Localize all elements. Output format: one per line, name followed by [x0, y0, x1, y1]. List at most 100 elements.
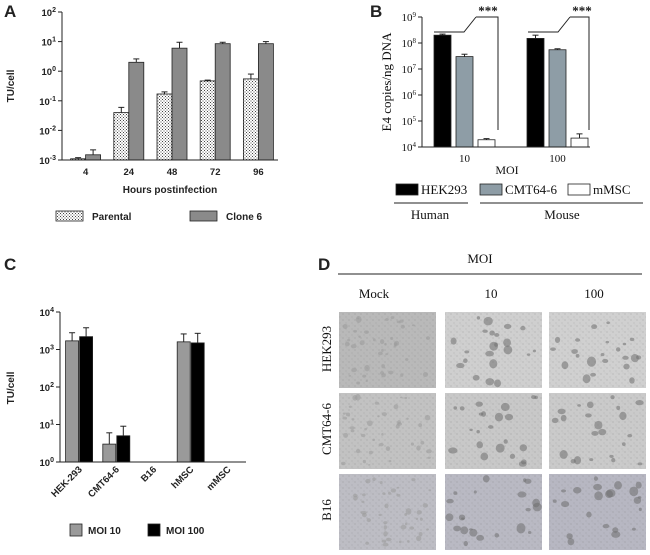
micrograph-cell [374, 401, 379, 405]
chart-a-legend-swatch-clone6 [189, 210, 218, 222]
micrograph-cell [404, 522, 408, 526]
micrograph-cell [359, 340, 365, 346]
micrograph-cell [517, 491, 527, 498]
micrograph-cell [591, 324, 598, 330]
micrograph-cell [360, 433, 366, 438]
micrograph-cell [396, 486, 400, 489]
micrograph-cell [503, 439, 508, 444]
micrograph-cell [586, 401, 594, 409]
chart-c-y-label: TU/cell [6, 371, 17, 404]
micrograph-cell [390, 316, 395, 320]
chart-c-legend-moi10: MOI 10 [88, 526, 121, 537]
micrograph-cell [561, 500, 570, 508]
micrograph-cell [396, 493, 401, 497]
chart-b-bars [433, 33, 589, 148]
micrograph-cell [400, 373, 404, 377]
micrograph-cell [615, 347, 621, 352]
panel-letter-a: A [4, 2, 16, 21]
chart-c-x-tick-label: CMT64-6 [86, 464, 122, 500]
chart-b-sig-label-10: *** [478, 3, 498, 18]
micrograph-cell [619, 411, 627, 421]
chart-b-legend-mmsc: mMSC [593, 182, 631, 197]
micrograph-cell [478, 412, 484, 416]
micrograph-cell [456, 362, 465, 369]
chart-a-x-tick-label: 72 [210, 167, 221, 178]
chart-c-y-ticks: 100 101 102 103 104 [40, 307, 60, 469]
micrograph-cell [418, 531, 423, 537]
micrograph-cell [383, 525, 388, 530]
micrograph-grid [339, 312, 646, 550]
chart-a-y-tick-label: 10-3 [39, 155, 56, 167]
chart-a-y-tick-label: 10-2 [39, 125, 56, 137]
micrograph-cell [575, 338, 581, 342]
micrograph-cell [365, 541, 370, 545]
chart-a-legend-swatch-parental [55, 210, 84, 222]
chart-b-bar [477, 139, 496, 148]
micrograph-cell [606, 489, 616, 498]
chart-b-legend-cmt64-6: CMT64-6 [505, 182, 558, 197]
micrograph-cell [450, 337, 457, 345]
micrograph-cell [362, 459, 367, 464]
chart-b-y-tick-label: 109 [402, 11, 417, 24]
chart-a-y-ticks: 10-3 10-2 10-1 100 101 102 [39, 7, 62, 167]
micrograph-cell [636, 355, 642, 360]
micrograph-row-hek293: HEK293 [319, 326, 334, 372]
micrograph-cell [384, 342, 387, 346]
panel-letter-c: C [4, 255, 16, 274]
micrograph-cell [526, 353, 531, 356]
micrograph-cell [589, 458, 594, 462]
micrograph-cell [362, 374, 367, 378]
micrograph-cell [381, 373, 386, 378]
chart-a-bar [171, 47, 188, 161]
micrograph-cell [637, 462, 643, 466]
micrograph-cell [342, 412, 346, 415]
micrograph-col-100: 100 [584, 286, 604, 301]
micrograph-cell [400, 396, 403, 399]
micrograph-cell [500, 402, 510, 412]
chart-b-sig-bracket-100-right [570, 16, 590, 130]
micrograph-cell [383, 521, 388, 525]
micrograph-cell [520, 459, 527, 465]
micrograph-cell [629, 377, 635, 384]
micrograph-cell [409, 526, 415, 530]
micrograph-cell [348, 405, 352, 408]
micrograph-cell [463, 358, 468, 364]
micrograph-cell [485, 378, 495, 386]
micrograph-cell [635, 399, 644, 406]
micrograph-cell [393, 344, 397, 348]
micrograph-cell [426, 336, 430, 340]
micrograph-cell [551, 417, 559, 424]
micrograph-cell [627, 434, 633, 438]
chart-c-x-tick-label: hMSC [170, 464, 197, 491]
micrograph-cell [609, 454, 614, 458]
micrograph-cell [343, 432, 349, 438]
micrograph-cell [611, 457, 616, 463]
micrograph-cell [342, 323, 348, 330]
micrograph-cell [350, 344, 357, 349]
micrograph-cell [605, 340, 610, 344]
micrograph-cell [351, 367, 357, 373]
micrograph-cell [453, 491, 458, 495]
micrograph-cell [463, 540, 469, 547]
micrograph-cell [348, 375, 352, 377]
chart-a-x-ticks: 4 24 48 72 96 [83, 167, 264, 178]
micrograph-cell [352, 395, 358, 401]
chart-c-legend-moi100: MOI 100 [166, 526, 205, 537]
micrograph-cell [364, 364, 370, 372]
micrograph-cell [532, 502, 542, 512]
chart-c-bar [65, 340, 79, 463]
micrograph-cell [382, 492, 386, 496]
micrograph-panel: MOI Mock 10 100 HEK293 CMT64-6 B16 [319, 251, 646, 550]
chart-a-bar [257, 43, 274, 161]
chart-b-bar [548, 49, 567, 148]
chart-b-x-tick-label: 100 [549, 153, 566, 165]
micrograph-cell [381, 348, 384, 352]
micrograph-cell [616, 405, 621, 410]
micrograph-cell [420, 440, 425, 445]
micrograph-cell [404, 512, 408, 516]
micrograph-cell [355, 448, 361, 454]
chart-a-x-tick-label: 24 [124, 167, 135, 178]
micrograph-cell [361, 500, 365, 504]
micrograph-cell [573, 456, 582, 465]
chart-b-legend-hek293: HEK293 [421, 182, 467, 197]
